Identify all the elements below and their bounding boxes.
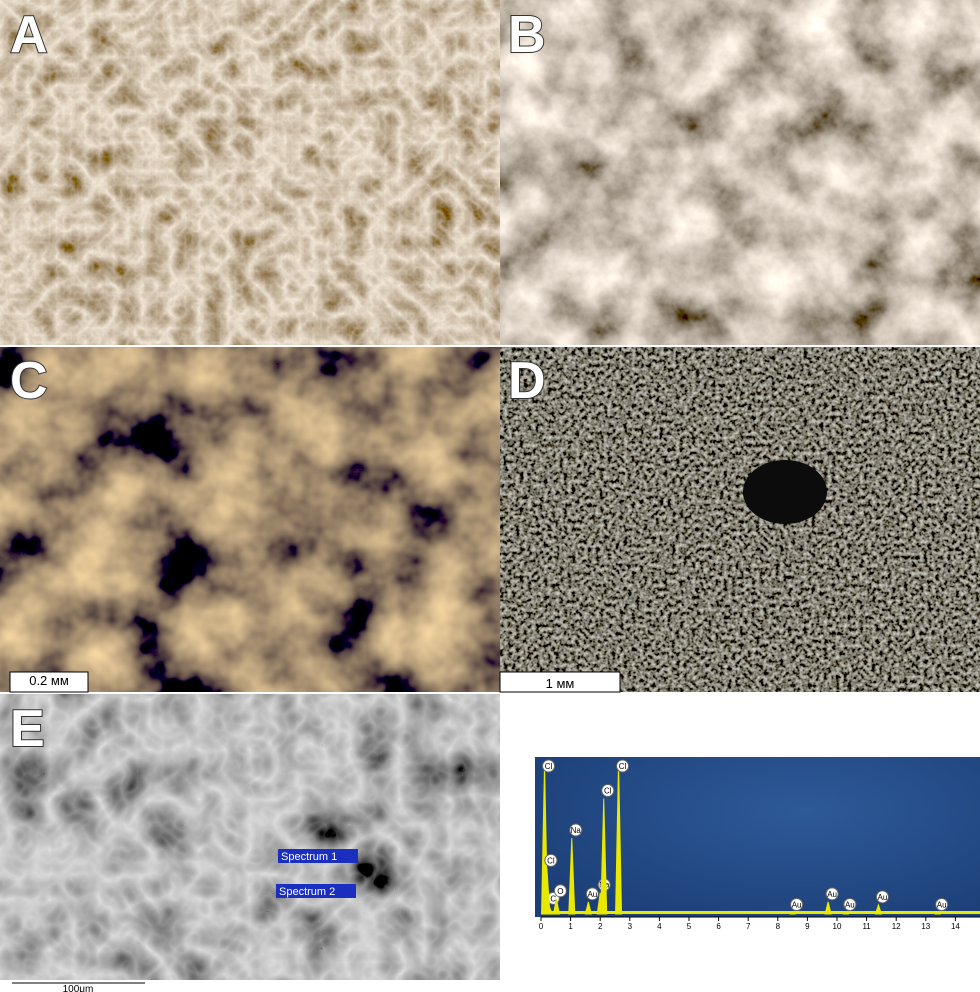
x-tick-label: 6 [716,922,721,931]
photo-b [500,0,980,345]
spectrum-label: Spectrum 2 [279,886,335,898]
x-tick-label: 14 [951,922,960,931]
x-tick-label: 12 [892,922,901,931]
x-tick-label: 5 [687,922,692,931]
scale-label: 100μm [63,984,94,992]
x-tick-label: 9 [805,922,810,931]
peak-label: Au [937,900,947,909]
panel-label: D [508,352,546,410]
scale-label: 1 мм [546,676,575,691]
panel-label: E [10,700,45,758]
x-tick-label: 1 [568,922,573,931]
x-tick-label: 13 [921,922,930,931]
panel-label: C [10,352,48,410]
panel-label: B [508,6,546,64]
peak-label: Na [571,826,582,835]
x-tick-label: 10 [833,922,842,931]
x-tick-label: 11 [862,922,871,931]
peak-label: Au [878,893,888,902]
scale-label: 0.2 мм [29,673,69,688]
figure: A B C D E 0.2 мм 1 мм 100μm Spectrum 1 S… [0,0,980,992]
x-tick-label: 0 [539,922,544,931]
peak-label: Au [792,900,802,909]
panel-label: A [10,6,48,64]
peak-label: Au [587,890,597,899]
photo-c [0,347,500,692]
photo-e [0,694,500,980]
peak-label: Au [845,900,855,909]
peak-label: Cl [604,786,612,795]
peak-label: Au [827,890,837,899]
peak-label: Cl [547,856,555,865]
spectrum-label: Spectrum 1 [281,851,337,863]
photo-d [500,347,980,692]
peak-label: O [557,887,563,896]
x-tick-label: 8 [776,922,781,931]
peak-label: Cl [619,762,627,771]
x-tick-label: 4 [657,922,662,931]
photo-a [0,0,500,345]
dark-pore [743,460,827,524]
x-tick-label: 2 [598,922,603,931]
x-tick-label: 7 [746,922,751,931]
peak-label: Cl [545,762,553,771]
x-tick-label: 3 [628,922,633,931]
